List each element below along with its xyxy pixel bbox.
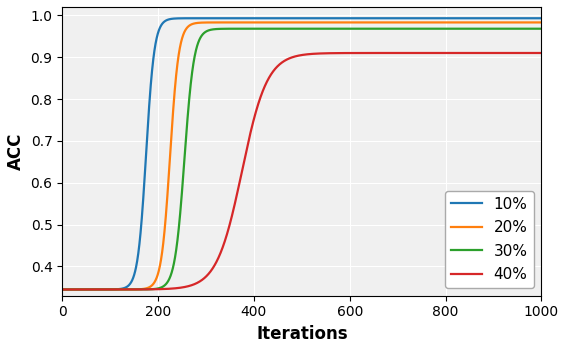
- 30%: [529, 27, 535, 31]
- Line: 10%: 10%: [62, 18, 542, 289]
- 40%: [538, 51, 545, 55]
- 30%: [263, 27, 270, 31]
- Line: 30%: 30%: [62, 29, 542, 289]
- 10%: [477, 16, 484, 20]
- 10%: [59, 287, 66, 292]
- Legend: 10%, 20%, 30%, 40%: 10%, 20%, 30%, 40%: [445, 191, 534, 288]
- 40%: [529, 51, 535, 55]
- 10%: [538, 16, 545, 20]
- 40%: [243, 150, 250, 154]
- X-axis label: Iterations: Iterations: [256, 325, 348, 343]
- 20%: [59, 287, 66, 292]
- 20%: [113, 287, 120, 292]
- 20%: [327, 20, 333, 24]
- 10%: [529, 16, 535, 20]
- Line: 40%: 40%: [62, 53, 542, 289]
- 40%: [263, 80, 270, 84]
- 30%: [477, 27, 484, 31]
- Line: 20%: 20%: [62, 22, 542, 289]
- 40%: [59, 287, 66, 292]
- 20%: [538, 20, 545, 24]
- 20%: [529, 20, 535, 24]
- 10%: [113, 287, 120, 291]
- 40%: [113, 287, 120, 292]
- 30%: [113, 287, 120, 292]
- Y-axis label: ACC: ACC: [7, 133, 25, 170]
- 10%: [263, 16, 270, 20]
- 30%: [142, 287, 149, 292]
- 40%: [142, 287, 149, 292]
- 20%: [263, 20, 270, 24]
- 20%: [142, 287, 149, 291]
- 30%: [59, 287, 66, 292]
- 30%: [357, 27, 364, 31]
- 10%: [296, 16, 303, 20]
- 40%: [477, 51, 484, 55]
- 20%: [477, 20, 484, 24]
- 30%: [538, 27, 545, 31]
- 10%: [243, 16, 250, 20]
- 10%: [142, 164, 149, 168]
- 30%: [243, 27, 250, 31]
- 20%: [243, 20, 250, 24]
